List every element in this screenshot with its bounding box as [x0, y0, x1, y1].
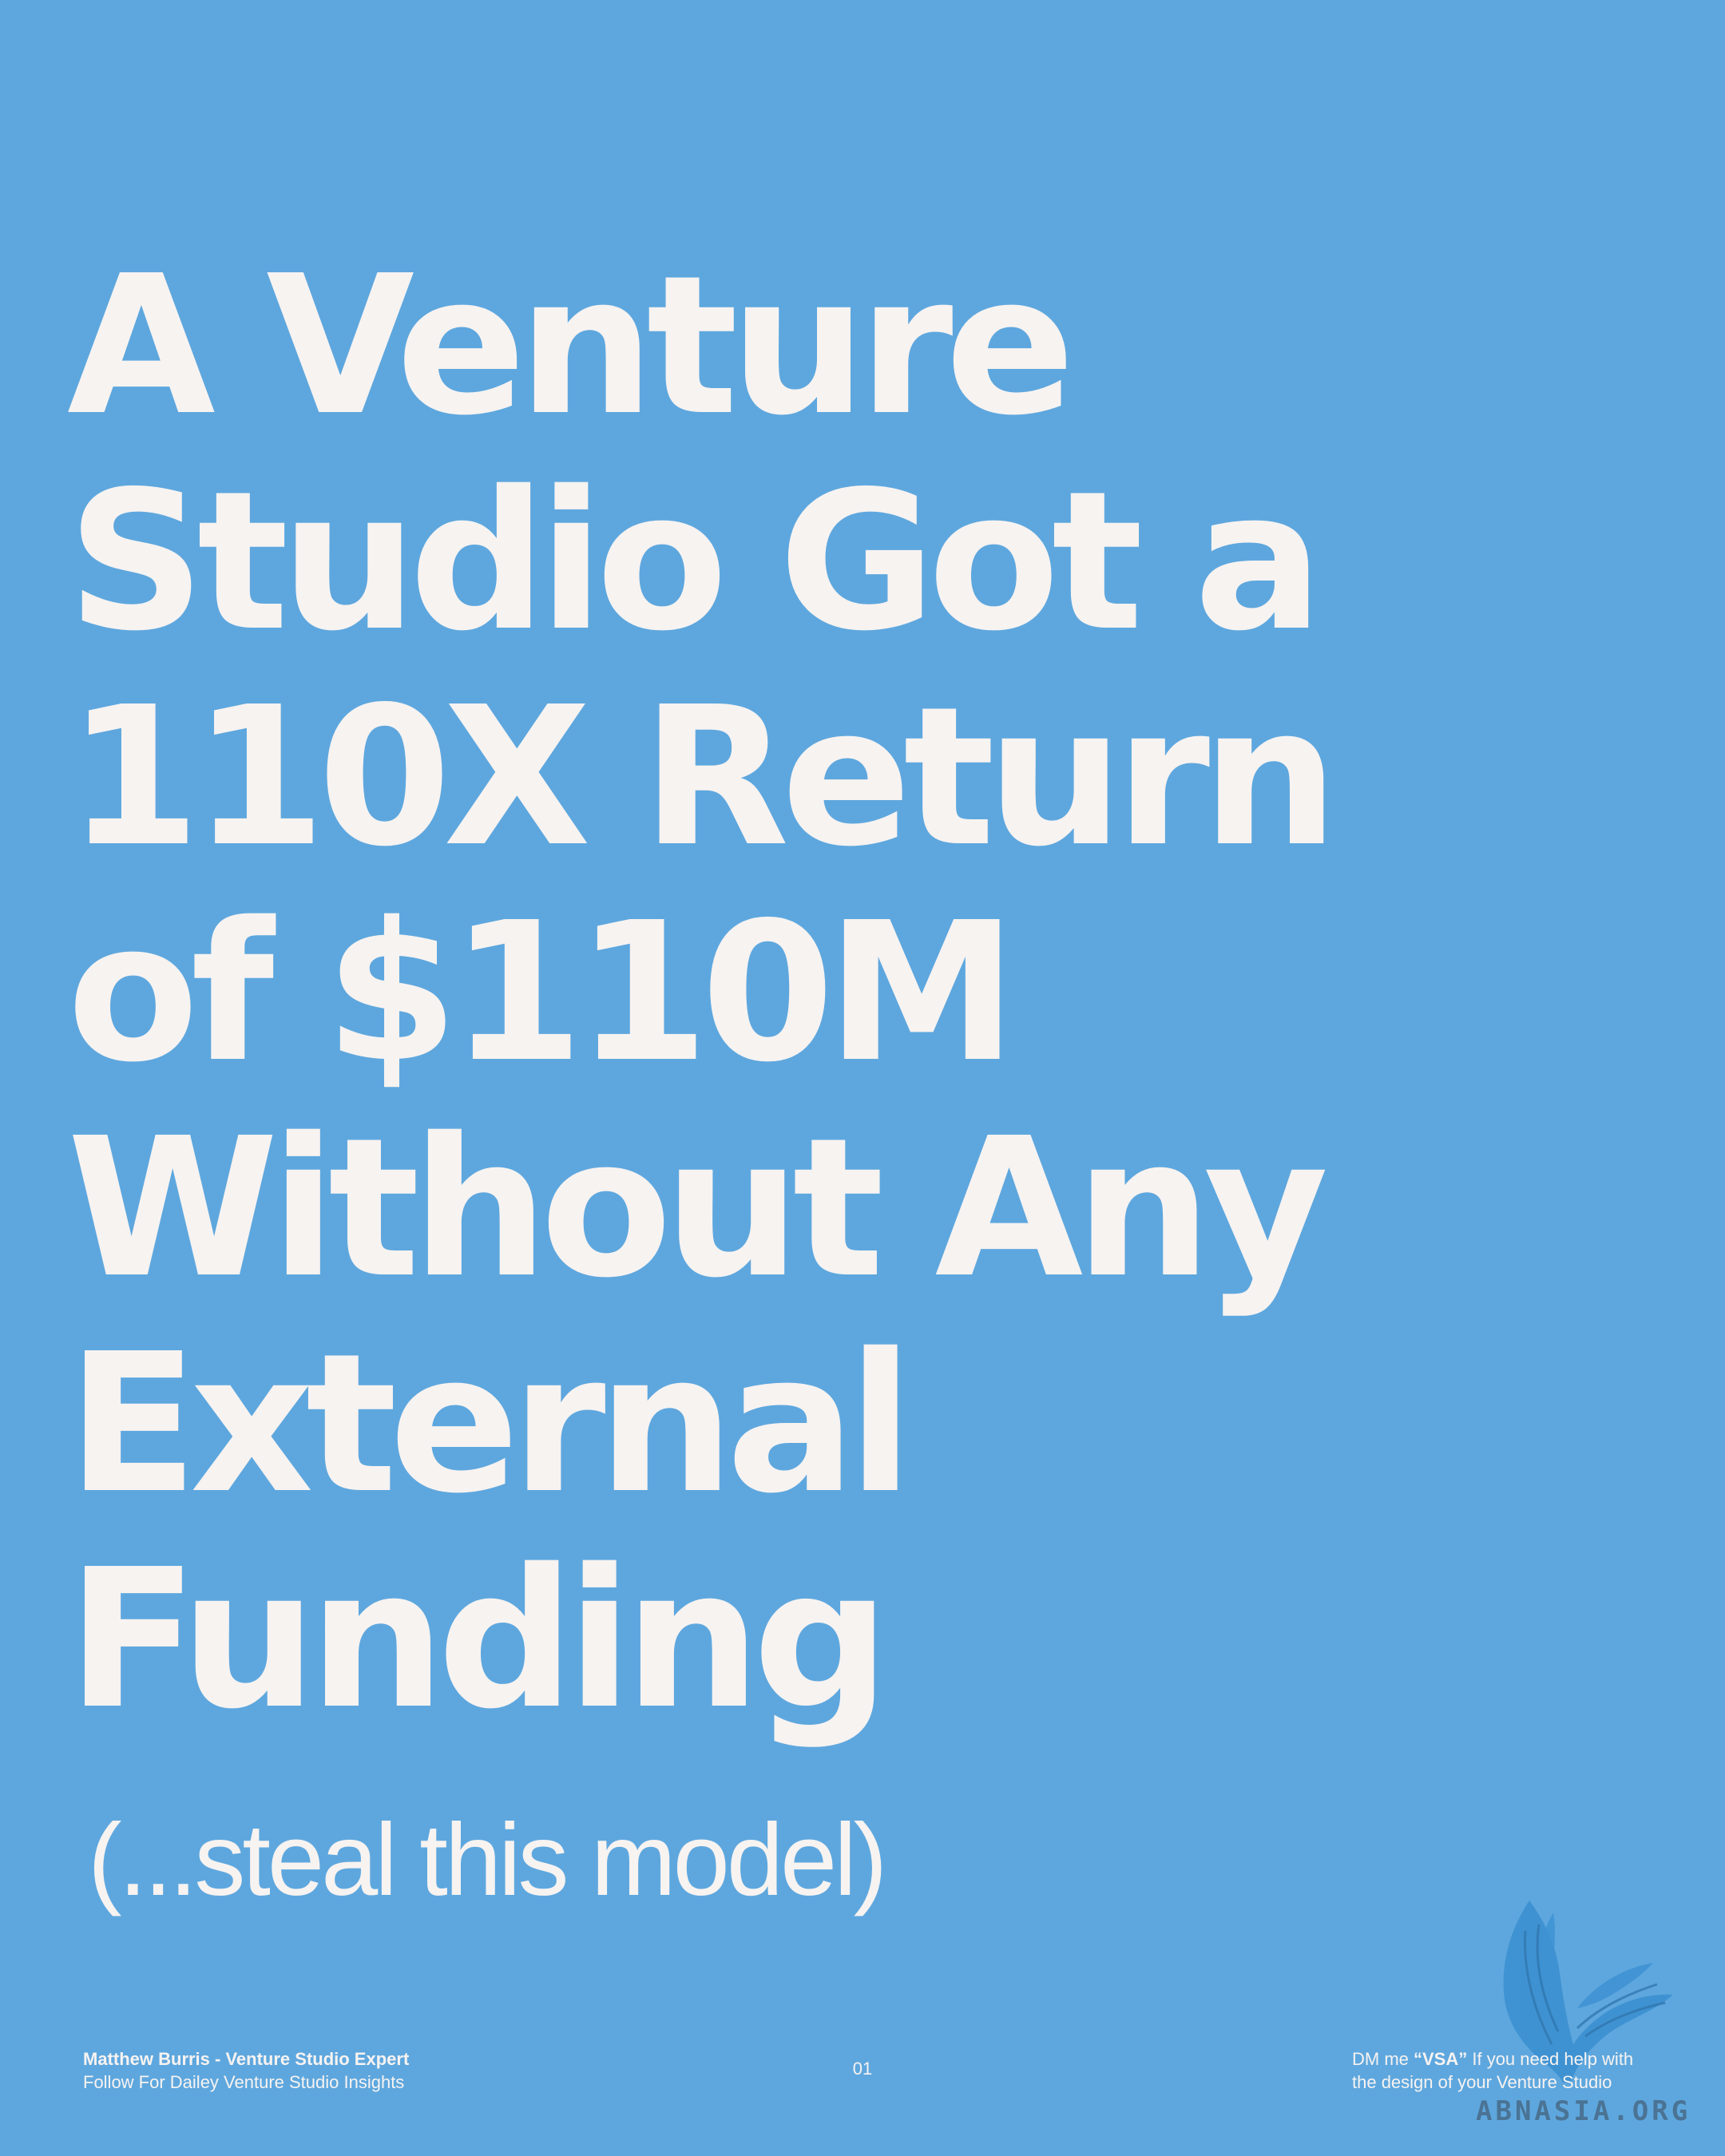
headline-line-6: External	[67, 1312, 914, 1536]
bird-logo-icon	[1503, 1900, 1673, 2083]
subtitle: (...steal this model)	[88, 1803, 887, 1917]
headline-line-1: A Venture	[67, 234, 1075, 458]
cta-block: DM me “VSA” If you need help with the de…	[1352, 2047, 1671, 2094]
author-tagline: Follow For Dailey Venture Studio Insight…	[83, 2072, 405, 2092]
watermark-text: ABNASIA.ORG	[1476, 2095, 1691, 2127]
cta-prefix: DM me	[1352, 2049, 1414, 2069]
headline-line-4: of $110M	[67, 881, 1017, 1104]
page-number: 01	[852, 2059, 873, 2079]
headline-line-2: Studio Got a	[67, 450, 1323, 673]
author-name: Matthew Burris - Venture Studio Expert	[83, 2049, 410, 2069]
cta-line-1: DM me “VSA” If you need help with	[1352, 2047, 1671, 2071]
headline: A Venture Studio Got a 110X Return of $1…	[67, 238, 1552, 1747]
cta-keyword: “VSA”	[1414, 2049, 1468, 2069]
headline-line-5: Without Any	[67, 1096, 1329, 1320]
author-block: Matthew Burris - Venture Studio Expert F…	[83, 2047, 658, 2094]
cta-rest-line-1: If you need help with	[1467, 2049, 1634, 2069]
headline-line-3: 110X Return	[67, 665, 1338, 889]
cta-line-2: the design of your Venture Studio	[1352, 2072, 1612, 2092]
headline-line-7: Funding	[67, 1528, 890, 1751]
